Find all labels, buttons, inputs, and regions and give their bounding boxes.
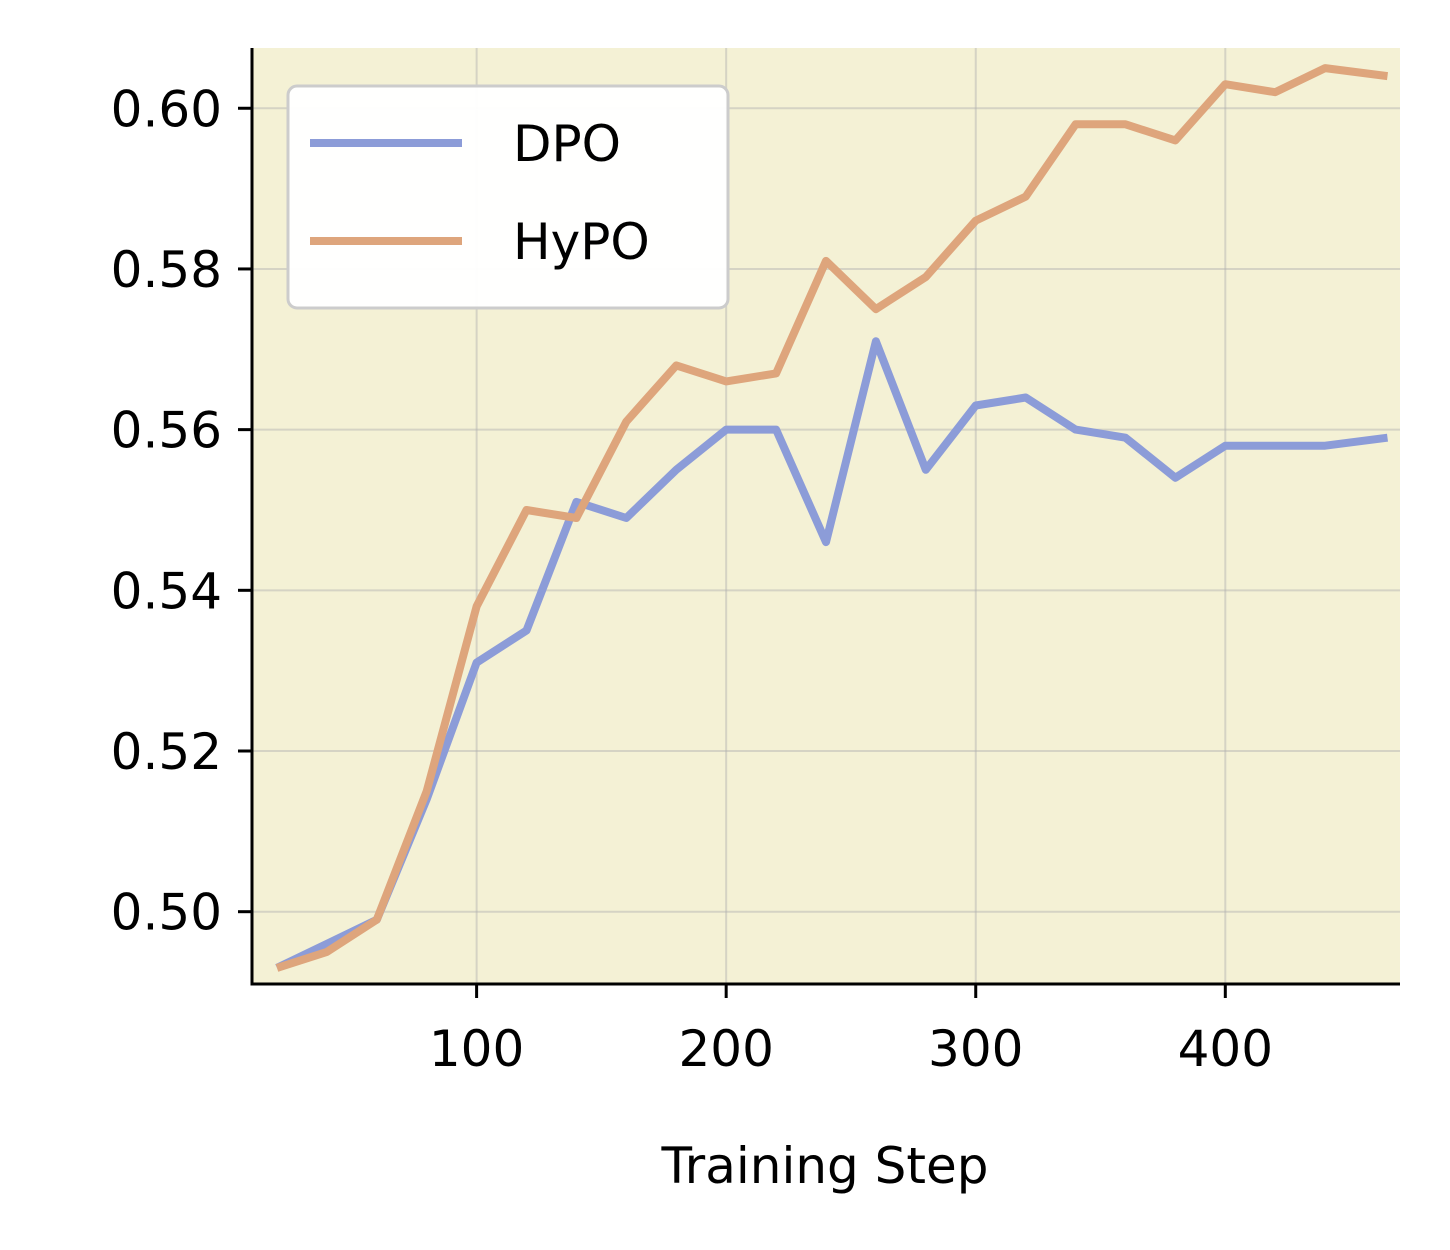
x-tick-label: 400 bbox=[1178, 1020, 1273, 1078]
series-lines bbox=[275, 64, 1389, 972]
series-line-dpo bbox=[275, 337, 1389, 972]
y-ticks: 0.50 0.52 0.54 0.56 0.58 0.60 bbox=[111, 80, 252, 942]
y-tick-label: 0.58 bbox=[111, 241, 222, 299]
x-ticks: 100 200 300 400 bbox=[429, 984, 1273, 1078]
x-tick-label: 300 bbox=[928, 1020, 1023, 1078]
x-tick-label: 100 bbox=[429, 1020, 524, 1078]
y-tick-label: 0.60 bbox=[111, 80, 222, 138]
y-tick-label: 0.50 bbox=[111, 884, 222, 942]
x-axis-label: Training Step bbox=[660, 1137, 988, 1195]
y-tick-label: 0.52 bbox=[111, 723, 222, 781]
series-line-hypo bbox=[275, 64, 1389, 972]
y-tick-label: 0.54 bbox=[111, 562, 222, 620]
y-tick-label: 0.56 bbox=[111, 402, 222, 460]
legend: DPO HyPO bbox=[286, 84, 730, 310]
legend-label-hypo: HyPO bbox=[513, 213, 650, 271]
legend-box bbox=[286, 84, 730, 310]
legend-label-dpo: DPO bbox=[513, 115, 621, 173]
axes bbox=[250, 48, 1400, 986]
x-tick-label: 200 bbox=[678, 1020, 773, 1078]
